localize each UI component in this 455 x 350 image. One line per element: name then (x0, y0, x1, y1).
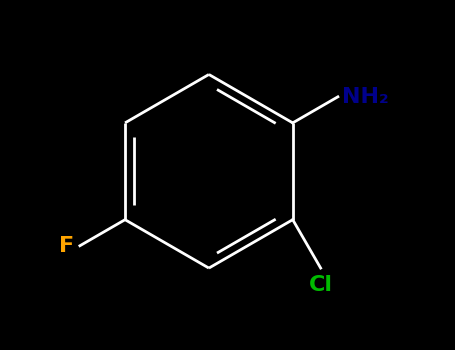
Text: F: F (59, 236, 74, 256)
Text: Cl: Cl (308, 275, 333, 295)
Text: NH₂: NH₂ (342, 87, 388, 107)
